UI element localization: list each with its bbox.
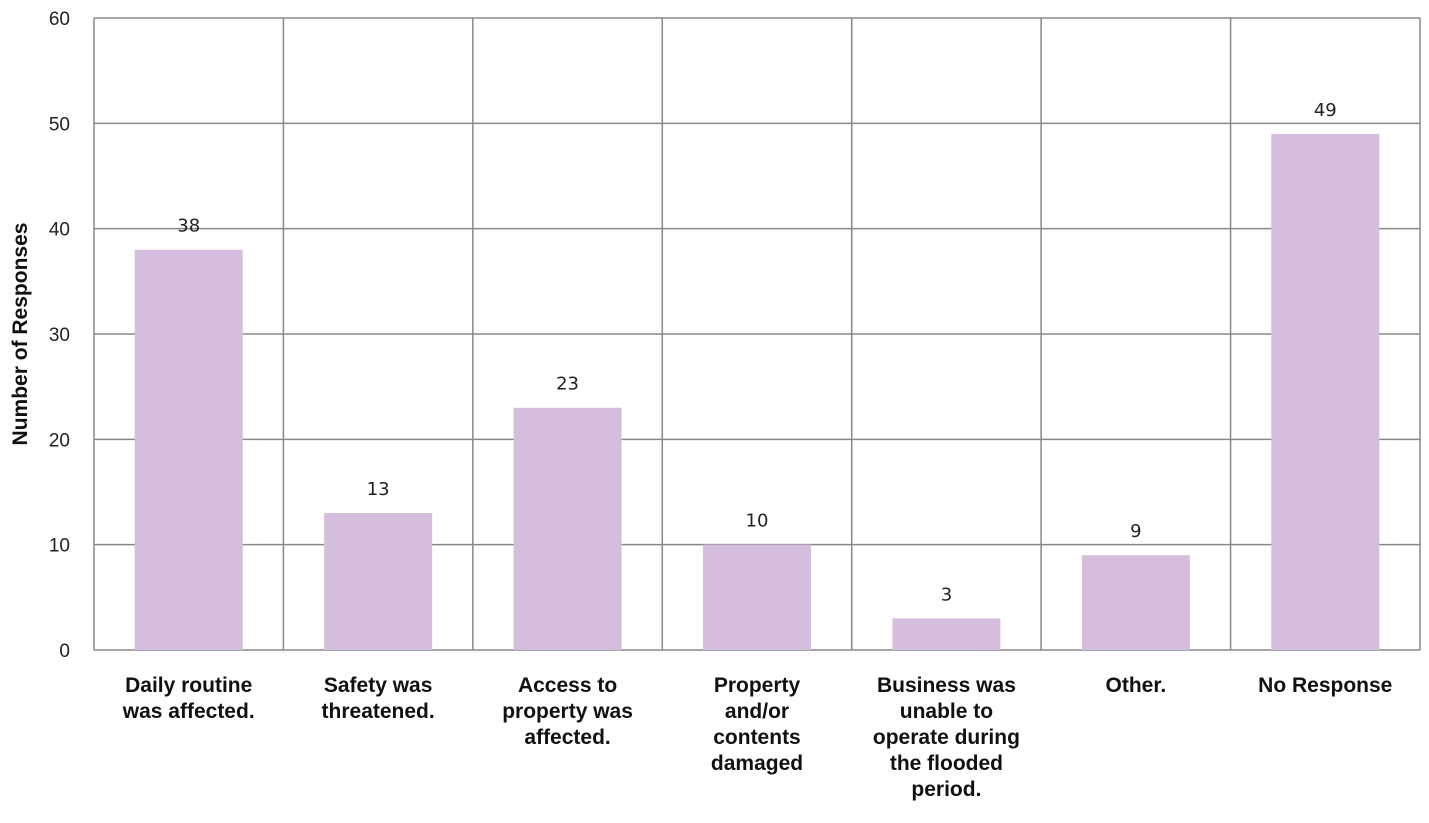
data-label: 3 xyxy=(941,584,952,605)
data-label: 23 xyxy=(556,374,579,395)
bar xyxy=(324,513,433,650)
bar xyxy=(513,407,622,650)
x-category-line: Business was xyxy=(877,674,1016,697)
y-tick-label: 10 xyxy=(49,536,70,557)
x-category-line: the flooded xyxy=(890,752,1003,775)
x-category-line: Other. xyxy=(1106,674,1167,697)
y-tick-label: 30 xyxy=(49,325,70,346)
x-category-line: Safety was xyxy=(324,674,433,697)
x-category-line: Property xyxy=(714,674,801,697)
x-category-line: Daily routine xyxy=(125,674,252,697)
grid xyxy=(93,17,1421,651)
y-tick-label: 50 xyxy=(49,114,70,135)
x-category-line: and/or xyxy=(725,700,789,723)
bars xyxy=(134,133,1380,650)
bar xyxy=(134,249,243,650)
data-label: 9 xyxy=(1130,521,1141,542)
bar xyxy=(892,618,1001,650)
x-category-line: unable to xyxy=(900,700,993,723)
x-category-label: Access to property was affected. xyxy=(502,674,633,749)
y-axis-label: Number of Responses xyxy=(9,223,32,446)
x-category-label: No Response xyxy=(1258,674,1392,697)
y-tick-label: 0 xyxy=(59,641,70,662)
bar xyxy=(703,544,811,650)
x-category-label: Property and/or contents damaged xyxy=(711,674,803,775)
x-category-label: Daily routine was affected. xyxy=(122,674,255,723)
x-category-line: No Response xyxy=(1258,674,1392,697)
x-category-label: Other. xyxy=(1106,674,1167,697)
y-axis-ticks: 0 10 20 30 40 50 60 xyxy=(49,9,70,662)
x-category-line: period. xyxy=(911,778,981,801)
x-category-line: damaged xyxy=(711,752,803,775)
y-tick-label: 60 xyxy=(49,9,70,30)
x-category-line: threatened. xyxy=(322,700,435,723)
x-category-line: was affected. xyxy=(122,700,255,723)
x-category-line: contents xyxy=(713,726,801,749)
x-category-line: Access to xyxy=(518,674,617,697)
data-label: 13 xyxy=(367,479,390,500)
x-category-line: operate during xyxy=(873,726,1020,749)
x-category-label: Business was unable to operate during the f… xyxy=(873,674,1020,801)
x-category-line: property was xyxy=(502,700,633,723)
x-category-label: Safety was threatened. xyxy=(322,674,435,723)
y-tick-label: 40 xyxy=(49,220,70,241)
x-category-line: affected. xyxy=(524,726,610,749)
y-tick-label: 20 xyxy=(49,430,70,451)
x-axis-categories: Daily routine was affected. Safety was thre… xyxy=(122,674,1393,801)
bar xyxy=(1271,133,1380,650)
bar xyxy=(1081,555,1190,650)
data-label: 38 xyxy=(177,216,200,237)
data-labels: 38 13 23 10 3 9 49 xyxy=(177,100,1336,606)
data-label: 10 xyxy=(746,511,769,532)
data-label: 49 xyxy=(1314,100,1337,121)
